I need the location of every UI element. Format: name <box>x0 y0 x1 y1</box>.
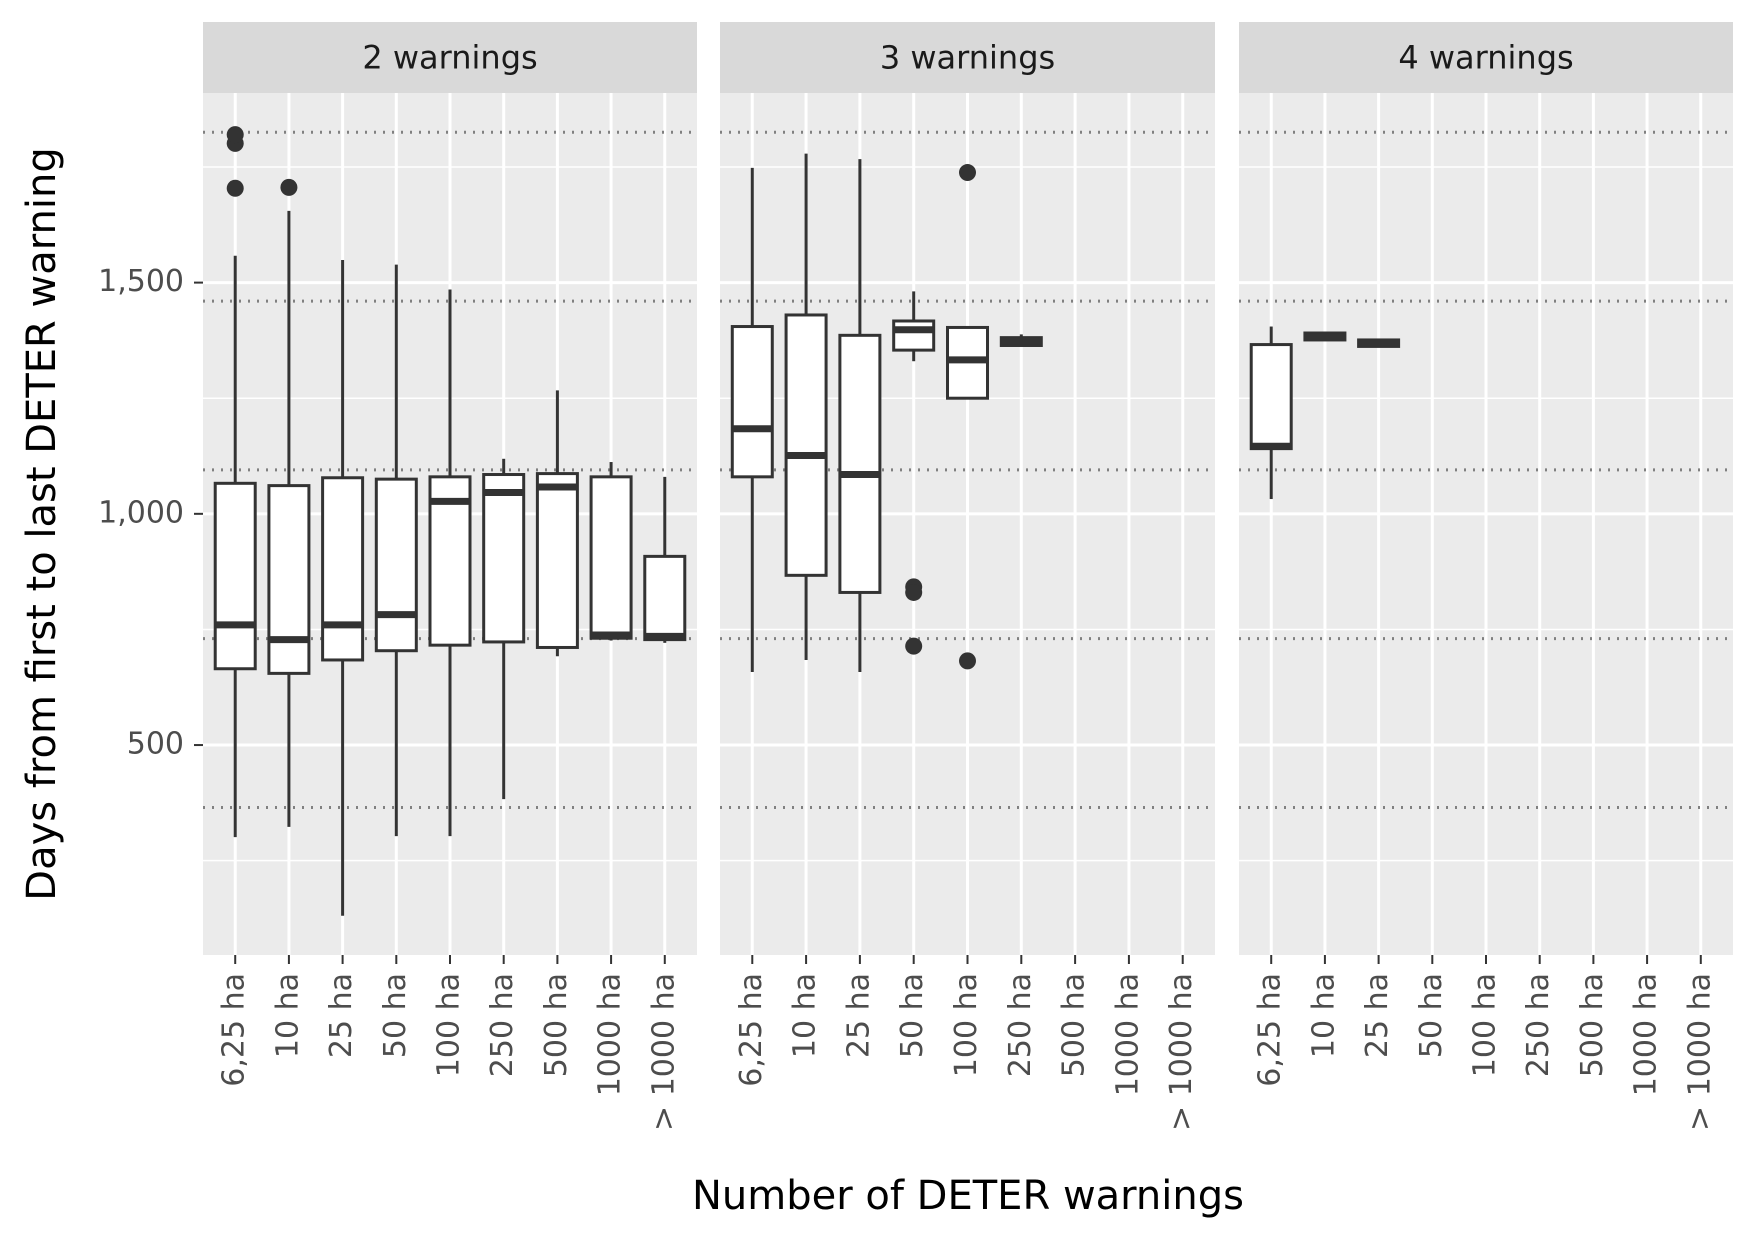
x-tick-label: 500 ha <box>1057 973 1092 1077</box>
x-tick-label: 6,25 ha <box>734 973 769 1087</box>
outlier <box>280 178 298 196</box>
x-tick-label: > 1000 ha <box>1682 973 1717 1131</box>
strip-label: 2 warnings <box>362 39 537 77</box>
strip-label: 3 warnings <box>880 39 1055 77</box>
x-tick-label: 25 ha <box>1360 973 1395 1058</box>
x-tick-label: 6,25 ha <box>217 973 252 1087</box>
outlier <box>905 583 923 601</box>
x-tick-label: 100 ha <box>432 973 467 1077</box>
x-tick-label: 10 ha <box>270 973 305 1058</box>
box <box>784 313 828 577</box>
x-tick-label: 1000 ha <box>593 973 628 1096</box>
strip-label: 4 warnings <box>1398 39 1573 77</box>
x-tick-label: 25 ha <box>841 973 876 1058</box>
y-tick-label: 500 <box>127 727 184 762</box>
box <box>482 473 526 644</box>
box <box>374 477 418 653</box>
box <box>730 325 774 479</box>
outlier <box>959 164 976 182</box>
strip-background <box>1239 22 1733 93</box>
box <box>1249 343 1293 451</box>
x-tick-label: 100 ha <box>949 973 984 1077</box>
box <box>428 475 472 647</box>
x-tick-label: 1000 ha <box>1629 973 1664 1096</box>
x-tick-label: > 1000 ha <box>1164 973 1199 1131</box>
x-tick-label: 25 ha <box>324 973 359 1058</box>
x-tick-label: > 1000 ha <box>646 973 681 1131</box>
x-tick-label: 50 ha <box>378 973 413 1058</box>
x-tick-label: 6,25 ha <box>1253 973 1288 1087</box>
x-tick-label: 250 ha <box>1521 973 1556 1077</box>
x-tick-label: 500 ha <box>1575 973 1610 1077</box>
x-tick-label: 1000 ha <box>1110 973 1145 1096</box>
x-tick-label: 250 ha <box>485 973 520 1077</box>
box <box>589 475 633 640</box>
x-tick-label: 500 ha <box>539 973 574 1077</box>
y-axis-title: Days from first to last DETER warning <box>19 147 65 900</box>
y-tick-label: 1,500 <box>98 264 184 299</box>
box <box>267 484 311 675</box>
x-tick-label: 50 ha <box>895 973 930 1058</box>
strip-background <box>203 22 697 93</box>
outlier <box>959 652 976 670</box>
x-tick-label: 10 ha <box>788 973 823 1058</box>
box <box>643 554 687 642</box>
box <box>213 481 257 671</box>
box <box>535 472 579 649</box>
y-tick-label: 1,000 <box>98 495 184 530</box>
x-tick-label: 250 ha <box>1003 973 1038 1077</box>
x-tick-label: 50 ha <box>1414 973 1449 1058</box>
x-axis-title: Number of DETER warnings <box>692 1173 1244 1219</box>
box <box>892 319 936 352</box>
outlier <box>905 637 923 655</box>
x-tick-label: 100 ha <box>1468 973 1503 1077</box>
box <box>838 333 882 594</box>
outlier <box>226 179 244 197</box>
box <box>321 476 365 662</box>
outlier <box>226 126 244 144</box>
x-tick-label: 10 ha <box>1306 973 1341 1058</box>
strip-background <box>720 22 1215 93</box>
